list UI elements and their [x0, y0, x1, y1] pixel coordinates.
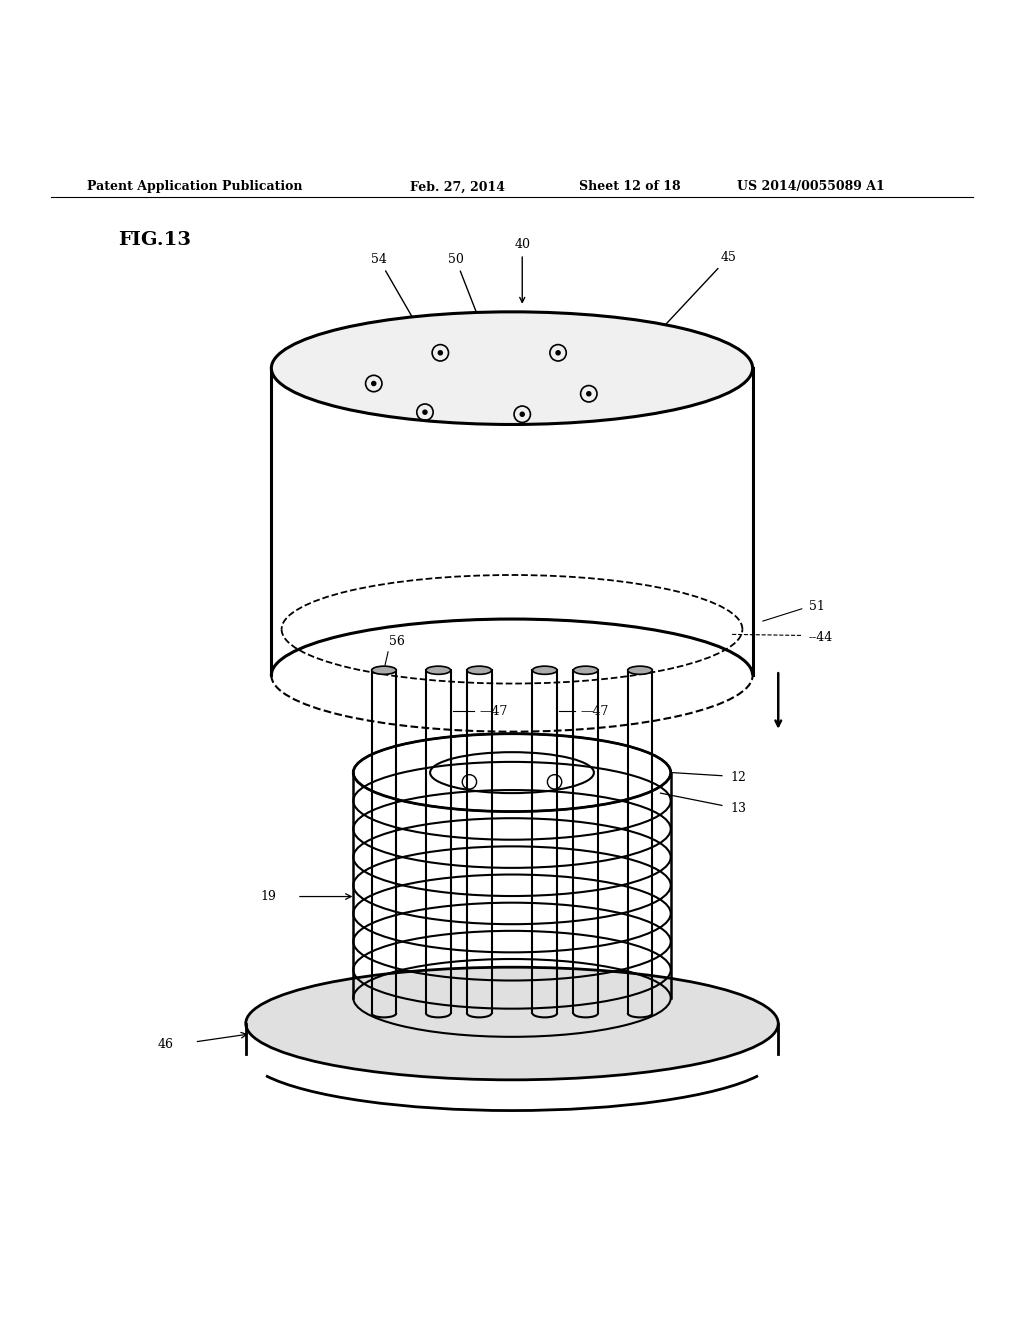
Ellipse shape	[628, 667, 652, 675]
Text: 40: 40	[514, 239, 530, 302]
Circle shape	[438, 351, 442, 355]
Circle shape	[587, 392, 591, 396]
Ellipse shape	[246, 968, 778, 1080]
Ellipse shape	[573, 667, 598, 675]
Text: --44: --44	[809, 631, 834, 644]
Text: Patent Application Publication: Patent Application Publication	[87, 181, 302, 194]
Text: 19: 19	[260, 890, 276, 903]
Text: 45: 45	[659, 251, 736, 331]
Text: US 2014/0055089 A1: US 2014/0055089 A1	[737, 181, 885, 194]
Ellipse shape	[532, 667, 557, 675]
Text: Sheet 12 of 18: Sheet 12 of 18	[579, 181, 680, 194]
Ellipse shape	[372, 667, 396, 675]
Text: 51: 51	[809, 601, 825, 614]
Ellipse shape	[426, 667, 451, 675]
Ellipse shape	[271, 312, 753, 425]
Text: —47: —47	[479, 705, 508, 718]
Text: 13: 13	[730, 803, 746, 814]
Circle shape	[520, 412, 524, 416]
Circle shape	[556, 351, 560, 355]
Ellipse shape	[467, 667, 492, 675]
Text: 50: 50	[447, 252, 490, 348]
Text: —47: —47	[581, 705, 609, 718]
Text: FIG.13: FIG.13	[118, 231, 190, 249]
Text: 46: 46	[158, 1038, 174, 1051]
Circle shape	[423, 411, 427, 414]
Circle shape	[372, 381, 376, 385]
Text: 56: 56	[389, 635, 406, 648]
Text: Feb. 27, 2014: Feb. 27, 2014	[410, 181, 505, 194]
Text: 12: 12	[730, 771, 746, 784]
Text: 54: 54	[371, 252, 434, 355]
